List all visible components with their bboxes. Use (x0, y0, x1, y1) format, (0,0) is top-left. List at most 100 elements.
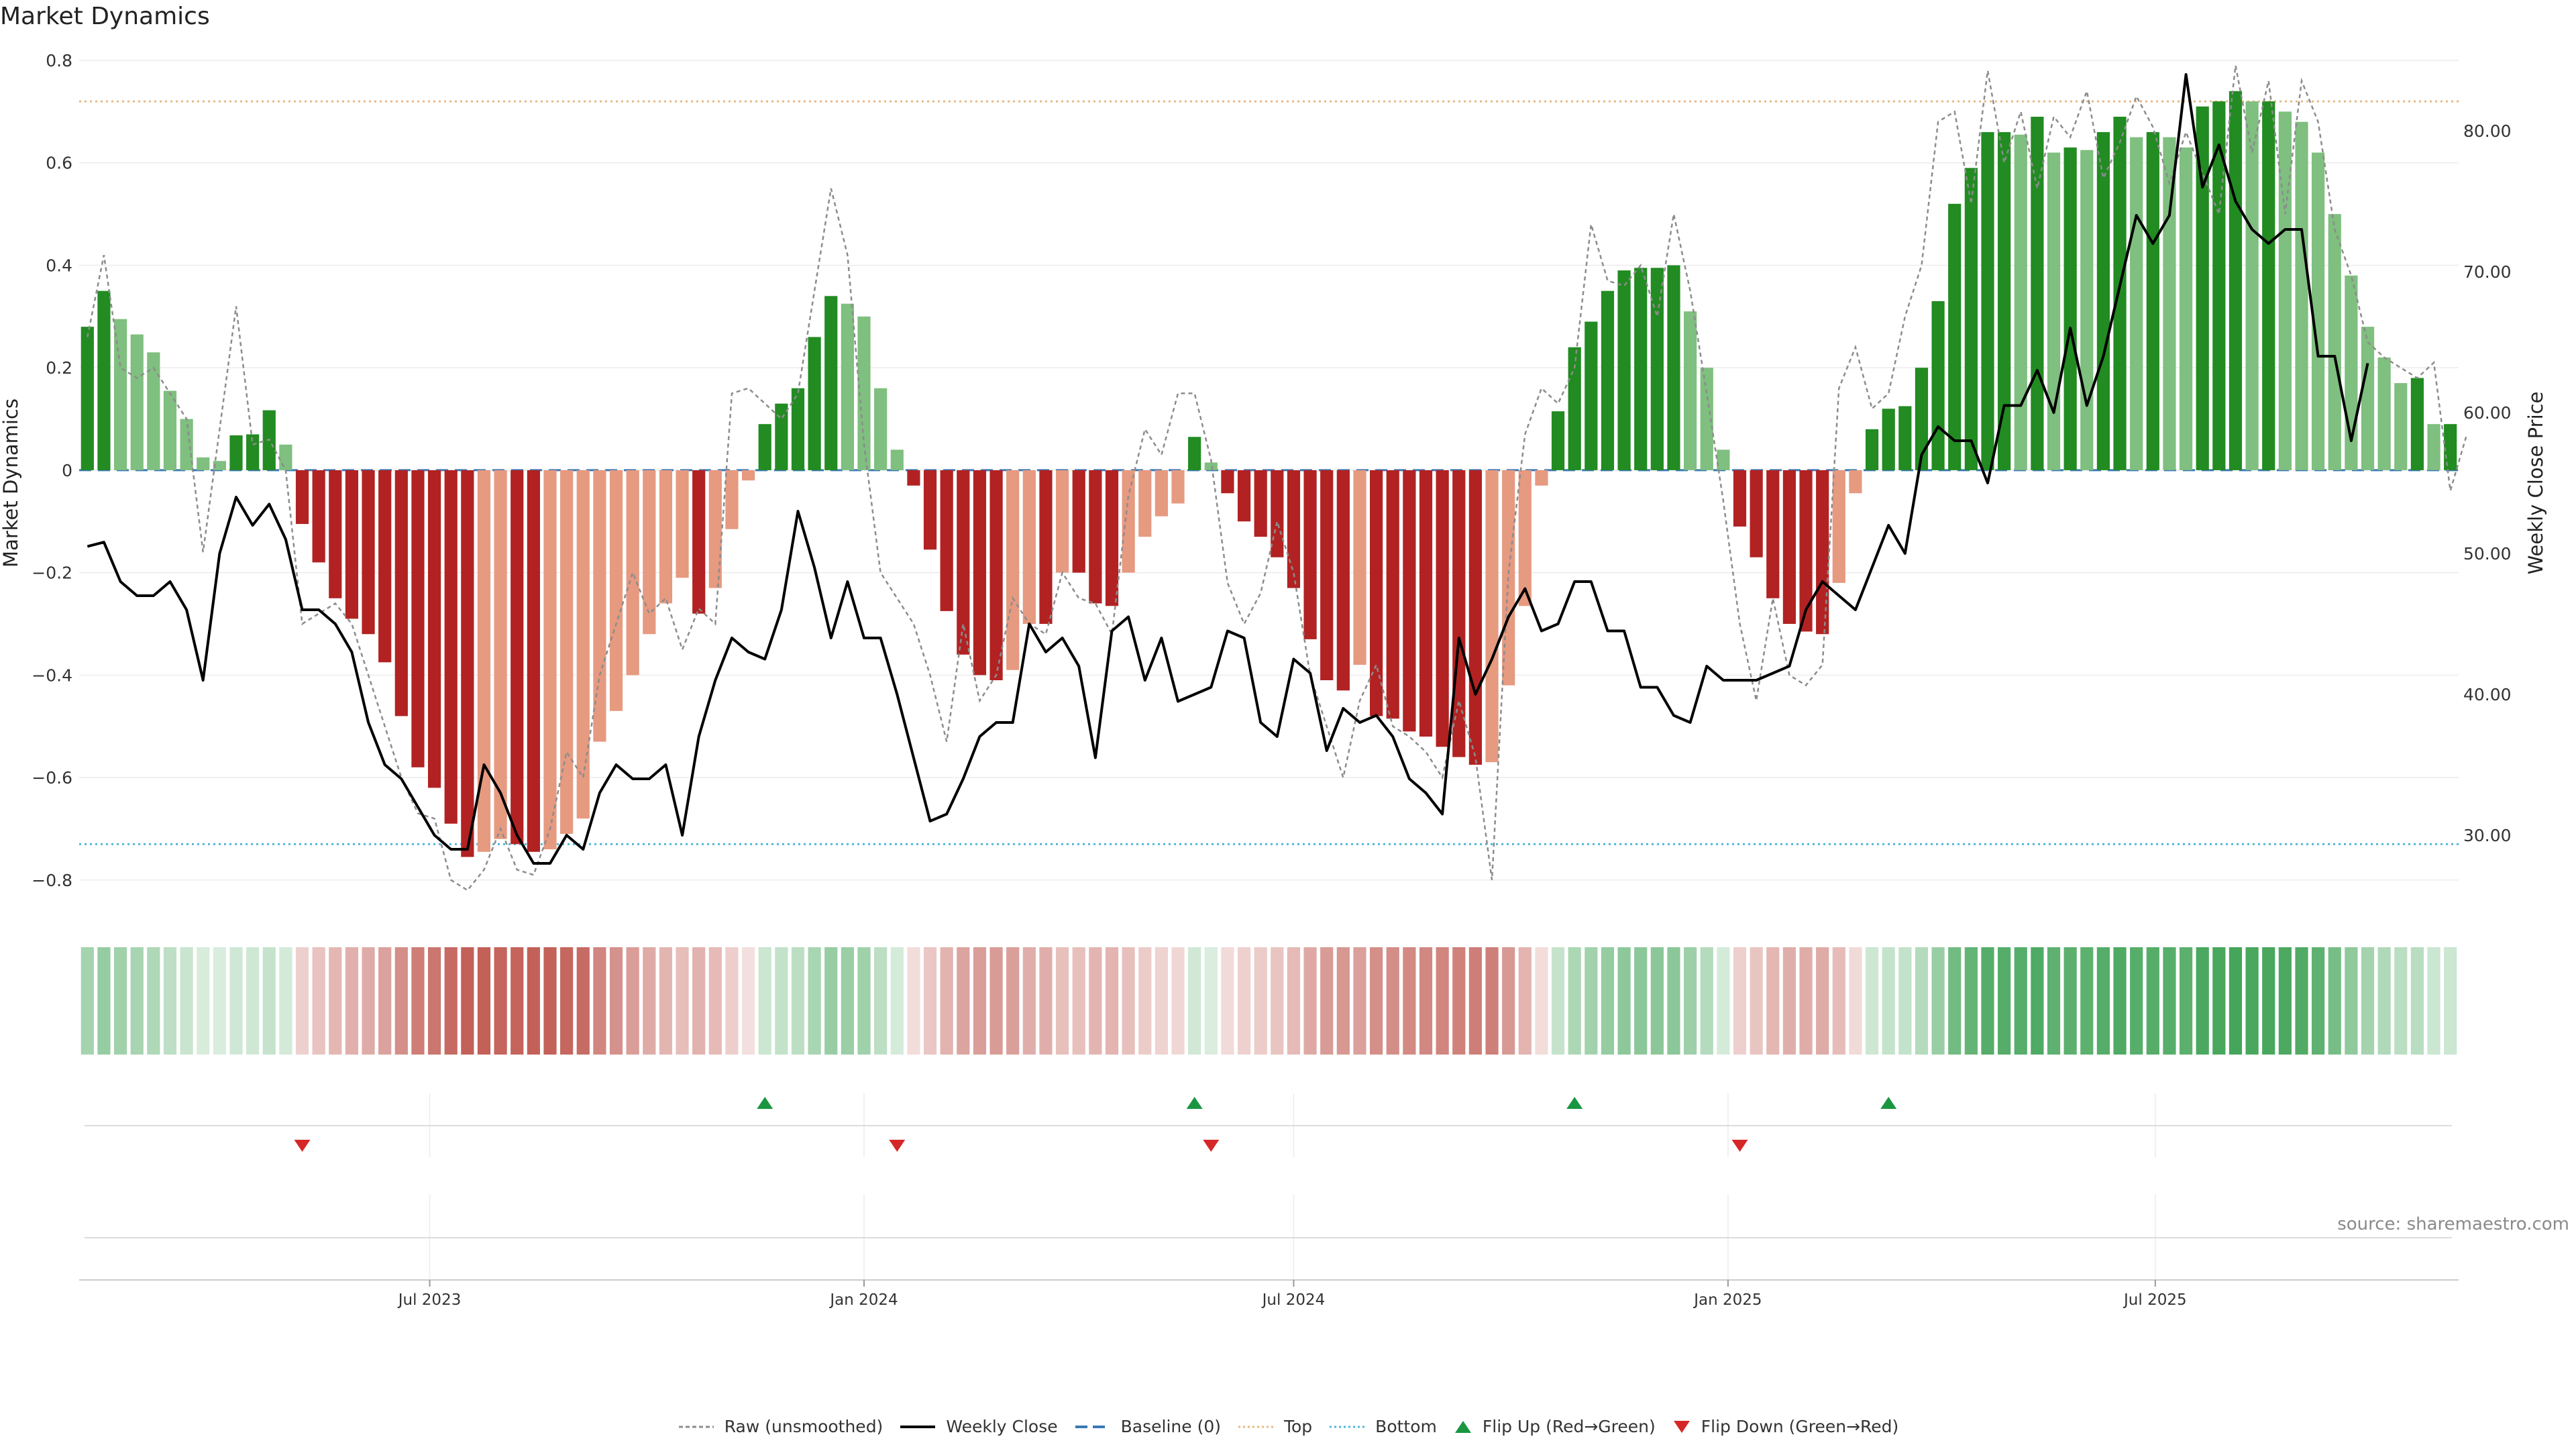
x-tick-label: Jan 2024 (828, 1291, 898, 1309)
histogram-bar (2377, 357, 2391, 470)
heat-cell (692, 947, 706, 1055)
heat-cell (2047, 947, 2061, 1055)
heat-cell (2377, 947, 2391, 1055)
histogram-bar (130, 334, 144, 470)
histogram-bar (2328, 214, 2341, 470)
histogram-bar (1816, 470, 1829, 635)
histogram-bar (1667, 265, 1680, 470)
heat-cell (1667, 947, 1680, 1055)
heat-cell (576, 947, 590, 1055)
histogram-bar (2295, 121, 2308, 470)
heat-cell (1948, 947, 1962, 1055)
heat-cell (527, 947, 540, 1055)
heat-cell (1221, 947, 1234, 1055)
legend-item-raw: Raw (unsmoothed) (678, 1417, 883, 1436)
legend-label-baseline: Baseline (0) (1120, 1417, 1221, 1436)
histogram-bar (1568, 347, 1581, 470)
heat-cell (1816, 947, 1829, 1055)
heat-cell (907, 947, 920, 1055)
legend-item-top: Top (1237, 1417, 1312, 1436)
histogram-bar (1303, 470, 1317, 639)
histogram-bar (1849, 470, 1862, 494)
heat-cell (1419, 947, 1433, 1055)
y-axis-title: Market Dynamics (0, 398, 22, 568)
heat-cell (890, 947, 904, 1055)
histogram-bar (841, 303, 854, 470)
histogram-bar (163, 390, 177, 470)
heat-cell (378, 947, 392, 1055)
y-tick-label: 0.4 (46, 256, 72, 275)
histogram-bar (2361, 327, 2375, 470)
histogram-bar (576, 470, 590, 819)
heat-cell (791, 947, 805, 1055)
histogram-bar (593, 470, 606, 742)
histogram-bar (940, 470, 953, 611)
histogram-bar (1452, 470, 1466, 757)
legend: Raw (unsmoothed) Weekly Close Baseline (… (0, 1417, 2576, 1436)
histogram-bar (1485, 470, 1499, 763)
heat-cell (477, 947, 491, 1055)
heat-cell (2212, 947, 2226, 1055)
histogram-bar (907, 470, 920, 486)
histogram-bar (2080, 150, 2094, 470)
heat-cell (1237, 947, 1251, 1055)
market-dynamics-chart: 0.8 0.6 0.4 0.2 0 −0.2 −0.4 −0.6 −0.8 80.00 70.00 6… (0, 51, 2547, 1309)
histogram-bar (329, 470, 342, 598)
flip-up-marker (1880, 1097, 1897, 1109)
histogram-bar (2063, 147, 2077, 470)
histogram-bar (1964, 168, 1978, 470)
histogram-bar (97, 290, 111, 470)
histogram-bar (1138, 470, 1152, 537)
heat-cell (1006, 947, 1020, 1055)
heat-cell (2245, 947, 2259, 1055)
heat-cell (2262, 947, 2275, 1055)
heat-cell (1122, 947, 1135, 1055)
histogram-bar (874, 388, 888, 470)
histogram-bar (1419, 470, 1433, 737)
heat-cell (279, 947, 292, 1055)
heat-cell (609, 947, 623, 1055)
y2-tick-label: 40.00 (2463, 685, 2512, 704)
heat-cell (1468, 947, 1483, 1055)
y-tick-label: −0.4 (32, 665, 72, 685)
histogram-bar (1931, 301, 1945, 470)
histogram-bar (2212, 101, 2226, 470)
heat-cell (1568, 947, 1581, 1055)
heat-cell (560, 947, 574, 1055)
heat-cell (1700, 947, 1713, 1055)
histogram-bar (229, 435, 243, 470)
heat-cell (1072, 947, 1085, 1055)
histogram-bar (113, 319, 127, 470)
heat-cell (511, 947, 524, 1055)
histogram-bar (609, 470, 623, 711)
heat-cell (1518, 947, 1532, 1055)
histogram-bar (1551, 411, 1565, 470)
heat-cell (2096, 947, 2110, 1055)
heat-cell (1254, 947, 1267, 1055)
histogram-bar (511, 470, 524, 845)
x-tick-label: Jul 2025 (2123, 1291, 2187, 1309)
histogram-bar (1320, 470, 1334, 680)
heat-cell (2444, 947, 2457, 1055)
histogram-bar (2278, 111, 2292, 470)
histogram-bar (923, 470, 937, 550)
heat-cell (2146, 947, 2159, 1055)
heat-cell (1353, 947, 1366, 1055)
histogram-bar (461, 470, 474, 857)
heat-cell (1171, 947, 1185, 1055)
histogram-bar (1634, 268, 1648, 470)
histogram-bar (1089, 470, 1102, 604)
histogram-bar (659, 470, 673, 604)
heat-cell (180, 947, 193, 1055)
histogram-bar (180, 419, 193, 470)
histogram-bar (1039, 470, 1053, 624)
histogram-bar (1386, 470, 1399, 719)
heat-cell (1535, 947, 1548, 1055)
heat-cell (2427, 947, 2440, 1055)
heat-cell (708, 947, 722, 1055)
heat-cell (427, 947, 441, 1055)
heat-cell (957, 947, 970, 1055)
heat-cell (824, 947, 838, 1055)
y-tick-label: 0.8 (46, 51, 72, 70)
heat-cell (2179, 947, 2193, 1055)
